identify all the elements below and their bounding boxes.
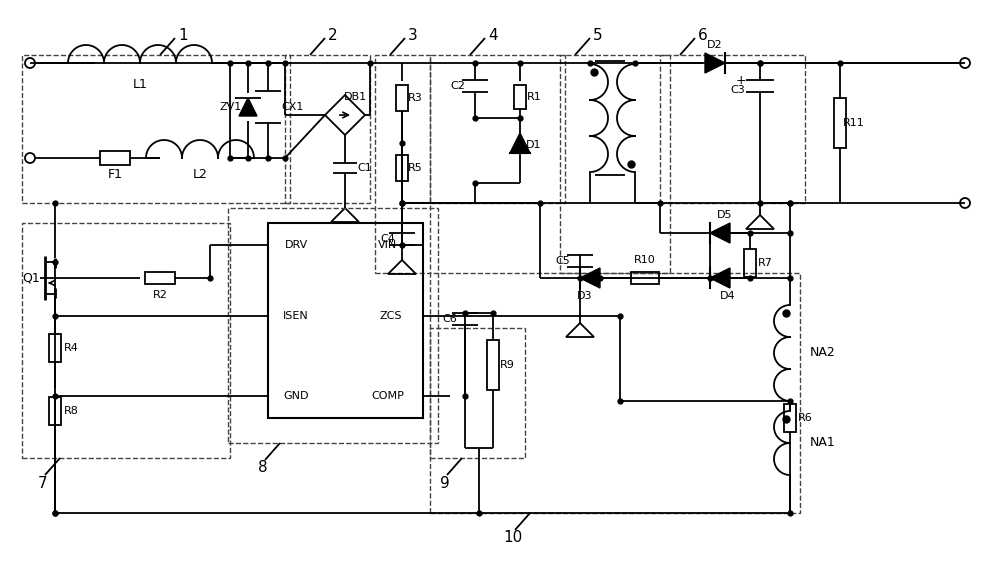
- Bar: [430, 328, 525, 458]
- Text: 7: 7: [38, 476, 48, 490]
- Text: 5: 5: [593, 29, 603, 44]
- Text: NA1: NA1: [810, 437, 836, 449]
- Bar: [430, 55, 565, 203]
- Text: ZV1: ZV1: [220, 102, 242, 112]
- Text: VIN: VIN: [378, 240, 398, 250]
- Bar: [49, 397, 61, 425]
- Text: D3: D3: [577, 291, 593, 301]
- Text: 10: 10: [503, 531, 523, 545]
- Text: Q1: Q1: [22, 272, 40, 285]
- Text: 4: 4: [488, 29, 498, 44]
- Text: R11: R11: [843, 118, 865, 128]
- Text: R6: R6: [798, 413, 812, 423]
- Bar: [100, 151, 130, 165]
- Text: DB1: DB1: [343, 92, 367, 102]
- Text: F1: F1: [108, 168, 122, 182]
- Polygon shape: [705, 53, 725, 73]
- Bar: [22, 223, 230, 458]
- Polygon shape: [710, 268, 730, 288]
- Bar: [660, 55, 805, 203]
- Text: 1: 1: [178, 29, 188, 44]
- Bar: [514, 85, 526, 109]
- Text: R8: R8: [64, 406, 78, 416]
- Bar: [631, 272, 659, 284]
- Text: R10: R10: [634, 255, 656, 265]
- Bar: [430, 273, 800, 513]
- Text: C1: C1: [358, 163, 372, 173]
- Text: R1: R1: [527, 92, 541, 102]
- Text: L1: L1: [133, 79, 147, 92]
- Text: ZCS: ZCS: [380, 311, 402, 321]
- Text: D4: D4: [720, 291, 736, 301]
- Bar: [560, 55, 670, 273]
- Bar: [744, 249, 756, 277]
- Text: +: +: [736, 73, 746, 87]
- Text: C6: C6: [443, 314, 457, 324]
- Text: R2: R2: [153, 290, 167, 300]
- Polygon shape: [239, 98, 257, 116]
- Polygon shape: [710, 223, 730, 243]
- Text: D5: D5: [717, 210, 733, 220]
- Text: CX1: CX1: [281, 102, 303, 112]
- Text: L2: L2: [193, 168, 207, 182]
- Text: C2: C2: [451, 81, 465, 91]
- Bar: [285, 55, 370, 203]
- Polygon shape: [510, 133, 530, 153]
- Text: C4: C4: [381, 234, 395, 244]
- Text: 3: 3: [408, 29, 418, 44]
- Text: 8: 8: [258, 461, 268, 476]
- Text: GND: GND: [283, 391, 309, 401]
- Bar: [834, 98, 846, 148]
- Bar: [396, 155, 408, 181]
- Bar: [145, 272, 175, 284]
- Bar: [228, 208, 438, 443]
- Text: R7: R7: [758, 258, 772, 268]
- Text: 6: 6: [698, 29, 708, 44]
- Text: R9: R9: [500, 360, 514, 370]
- Text: ISEN: ISEN: [283, 311, 309, 321]
- Text: COMP: COMP: [372, 391, 404, 401]
- Text: C5: C5: [556, 256, 570, 266]
- Text: 9: 9: [440, 476, 450, 490]
- Text: C3: C3: [730, 85, 745, 95]
- Bar: [268, 223, 423, 418]
- Text: R5: R5: [408, 163, 422, 173]
- Text: R4: R4: [64, 343, 78, 353]
- Polygon shape: [580, 268, 600, 288]
- Text: DRV: DRV: [284, 240, 308, 250]
- Text: D1: D1: [526, 140, 542, 150]
- Text: NA2: NA2: [810, 347, 836, 359]
- Bar: [396, 85, 408, 111]
- Text: R3: R3: [408, 93, 422, 103]
- Bar: [22, 55, 290, 203]
- Bar: [784, 404, 796, 432]
- Bar: [375, 55, 430, 273]
- Text: 2: 2: [328, 29, 338, 44]
- Text: D2: D2: [707, 40, 723, 50]
- Bar: [49, 334, 61, 362]
- Bar: [487, 340, 499, 390]
